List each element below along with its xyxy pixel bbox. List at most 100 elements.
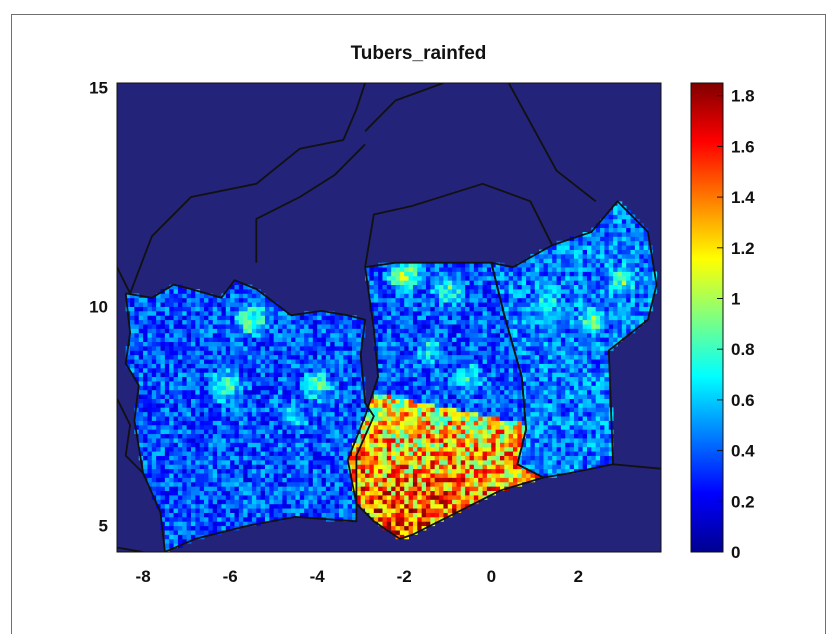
heatmap-cell: [164, 481, 170, 487]
heatmap-cell: [282, 495, 288, 500]
heatmap-cell: [308, 490, 314, 496]
heatmap-cell: [190, 477, 196, 483]
heatmap-cell: [308, 345, 314, 351]
heatmap-cell: [460, 503, 466, 509]
heatmap-cell: [173, 516, 179, 522]
heatmap-cell: [256, 464, 262, 470]
heatmap-cell: [230, 512, 235, 518]
heatmap-cell: [482, 376, 488, 382]
heatmap-cell: [465, 284, 470, 290]
heatmap-cell: [156, 438, 161, 443]
heatmap-cell: [499, 459, 505, 465]
heatmap-cell: [195, 464, 201, 470]
heatmap-cell: [473, 402, 479, 408]
heatmap-cell: [412, 468, 418, 474]
heatmap-cell: [282, 381, 288, 386]
heatmap-cell: [395, 350, 401, 356]
heatmap-cell: [286, 477, 292, 483]
heatmap-cell: [452, 481, 457, 487]
heatmap-cell: [439, 385, 444, 391]
heatmap-cell: [404, 516, 409, 522]
heatmap-cell: [269, 446, 275, 452]
heatmap-cell: [334, 429, 340, 435]
heatmap-cell: [134, 297, 140, 303]
heatmap-cell: [138, 446, 144, 452]
heatmap-cell: [156, 486, 161, 492]
heatmap-cell: [312, 446, 318, 452]
heatmap-cell: [338, 416, 344, 421]
heatmap-cell: [386, 275, 392, 281]
heatmap-cell: [447, 345, 453, 351]
heatmap-cell: [452, 293, 457, 299]
heatmap-cell: [273, 442, 279, 448]
heatmap-cell: [434, 324, 440, 329]
heatmap-cell: [317, 411, 322, 417]
heatmap-cell: [190, 468, 196, 474]
heatmap-cell: [199, 455, 205, 461]
heatmap-cell: [195, 516, 201, 522]
heatmap-cell: [156, 446, 161, 452]
heatmap-cell: [434, 416, 440, 421]
heatmap-cell: [521, 310, 527, 316]
heatmap-cell: [173, 538, 179, 544]
heatmap-cell: [443, 284, 449, 290]
heatmap-cell: [434, 499, 440, 505]
heatmap-cell: [430, 451, 436, 456]
heatmap-cell: [360, 446, 366, 452]
heatmap-cell: [478, 398, 483, 404]
heatmap-cell: [391, 271, 396, 277]
heatmap-cell: [526, 407, 531, 413]
heatmap-cell: [378, 459, 383, 465]
heatmap-cell: [347, 442, 353, 448]
heatmap-cell: [238, 310, 244, 316]
heatmap-cell: [251, 324, 257, 329]
heatmap-cell: [156, 363, 161, 369]
heatmap-cell: [177, 486, 183, 492]
heatmap-cell: [264, 372, 270, 378]
heatmap-cell: [473, 442, 479, 448]
heatmap-cell: [486, 411, 492, 417]
heatmap-cell: [456, 416, 462, 421]
heatmap-cell: [282, 429, 288, 435]
heatmap-cell: [386, 394, 392, 399]
heatmap-cell: [330, 345, 335, 351]
heatmap-cell: [147, 468, 153, 474]
heatmap-cell: [147, 481, 153, 487]
heatmap-cell: [256, 372, 262, 378]
heatmap-cell: [378, 319, 383, 325]
heatmap-cell: [421, 451, 427, 456]
heatmap-cell: [473, 271, 479, 277]
heatmap-cell: [260, 473, 266, 478]
heatmap-cell: [365, 411, 370, 417]
heatmap-cell: [412, 328, 418, 334]
heatmap-cell: [208, 433, 214, 439]
heatmap-cell: [182, 394, 188, 399]
heatmap-cell: [256, 385, 262, 391]
heatmap-cell: [251, 442, 257, 448]
heatmap-cell: [182, 416, 188, 421]
heatmap-cell: [304, 341, 309, 347]
heatmap-cell: [395, 473, 401, 478]
heatmap-cell: [186, 442, 192, 448]
heatmap-cell: [391, 363, 396, 369]
heatmap-cell: [312, 385, 318, 391]
heatmap-cell: [325, 398, 331, 404]
heatmap-cell: [217, 315, 222, 321]
heatmap-cell: [321, 416, 327, 421]
heatmap-cell: [347, 481, 353, 487]
heatmap-cell: [469, 464, 475, 470]
heatmap-cell: [238, 284, 244, 290]
heatmap-cell: [469, 289, 475, 294]
heatmap-cell: [177, 459, 183, 465]
heatmap-cell: [212, 341, 218, 347]
heatmap-cell: [526, 262, 531, 268]
heatmap-cell: [225, 363, 231, 369]
heatmap-cell: [404, 411, 409, 417]
heatmap-cell: [243, 284, 248, 290]
heatmap-cell: [151, 451, 157, 456]
heatmap-cell: [173, 376, 179, 382]
heatmap-cell: [482, 289, 488, 294]
heatmap-cell: [343, 372, 349, 378]
heatmap-cell: [234, 306, 240, 312]
heatmap-cell: [460, 332, 466, 338]
